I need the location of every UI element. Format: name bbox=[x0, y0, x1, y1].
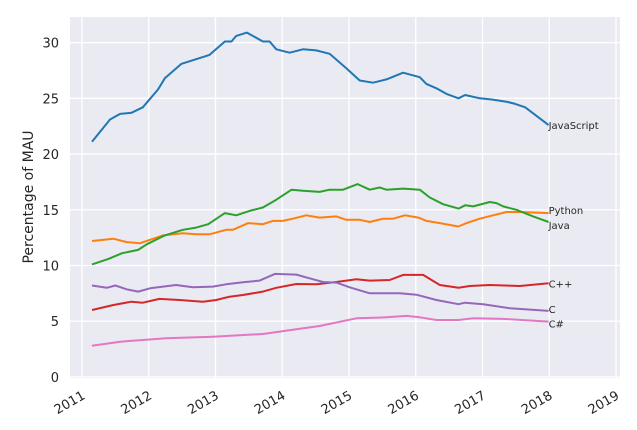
series-labels: JavaScript Python Java C++ C C# bbox=[548, 121, 599, 331]
x-tick-label: 2012 bbox=[119, 388, 155, 418]
x-tick-label: 2019 bbox=[586, 388, 622, 418]
x-tick-labels: 2011 2012 2013 2014 2015 2016 2017 2018 2019 bbox=[52, 388, 622, 418]
x-tick-label: 2016 bbox=[386, 388, 422, 418]
y-tick-label: 20 bbox=[42, 148, 59, 163]
series-line-c bbox=[91, 272, 549, 312]
y-tick-label: 10 bbox=[42, 259, 59, 274]
y-axis-label: Percentage of MAU bbox=[21, 130, 37, 263]
y-tick-label: 0 bbox=[51, 371, 59, 386]
x-tick-label: 2014 bbox=[252, 388, 288, 418]
series-line-javascript bbox=[91, 31, 550, 143]
series-end-label: C bbox=[549, 305, 556, 316]
x-tick-label: 2011 bbox=[52, 388, 88, 418]
series-end-label: C++ bbox=[549, 279, 573, 290]
series-end-label: Java bbox=[548, 221, 570, 232]
series-end-label: JavaScript bbox=[548, 121, 599, 132]
x-tick-label: 2015 bbox=[319, 388, 355, 418]
y-tick-label: 30 bbox=[42, 37, 59, 52]
plot-area bbox=[70, 17, 620, 378]
y-tick-labels: 0 5 10 15 20 25 30 bbox=[42, 37, 59, 386]
series-line-java bbox=[91, 183, 549, 266]
series-line-python bbox=[91, 211, 549, 245]
y-tick-label: 5 bbox=[51, 315, 59, 330]
series-line-cpp bbox=[91, 273, 549, 311]
series-line-csharp bbox=[91, 314, 549, 347]
x-tick-label: 2018 bbox=[519, 388, 555, 418]
y-tick-label: 15 bbox=[42, 204, 59, 219]
x-tick-label: 2017 bbox=[452, 388, 488, 418]
series-end-label: Python bbox=[549, 206, 584, 217]
series-lines bbox=[91, 31, 550, 347]
series-end-label: C# bbox=[549, 320, 564, 331]
y-tick-label: 25 bbox=[42, 92, 59, 107]
grid bbox=[70, 17, 620, 378]
x-tick-label: 2013 bbox=[185, 388, 221, 418]
